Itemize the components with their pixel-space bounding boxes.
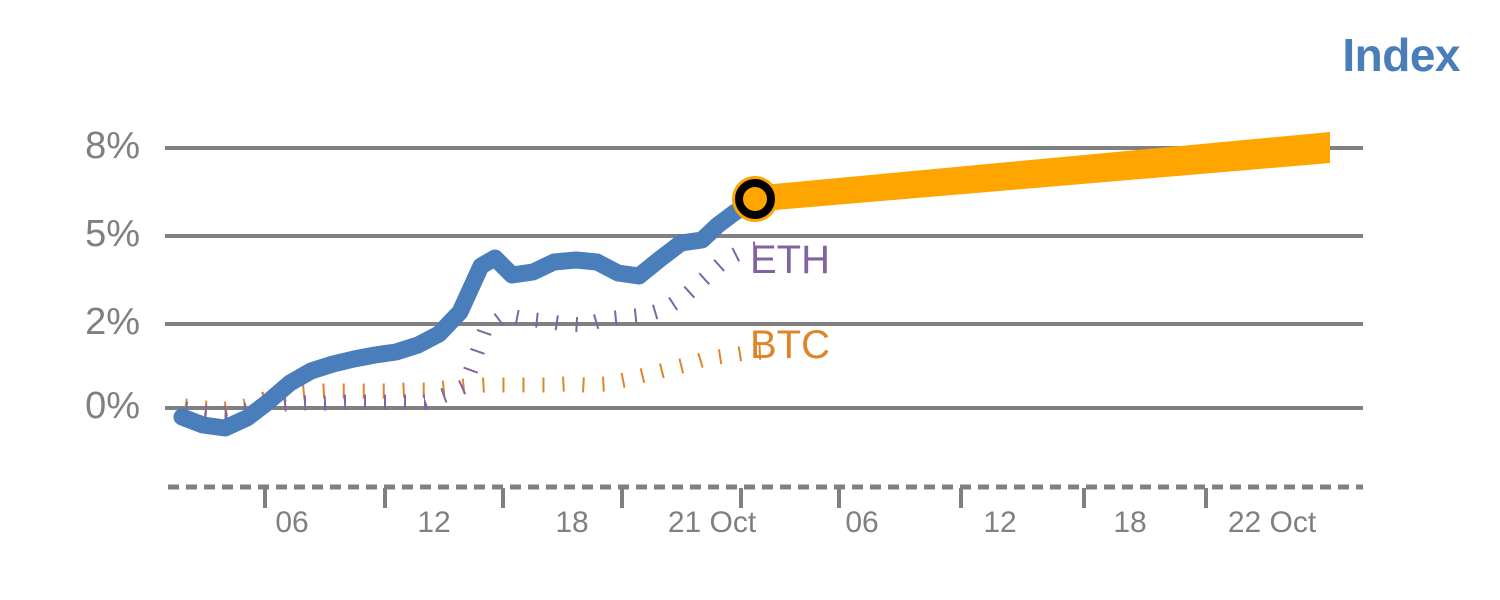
x-axis-label-21-oct: 21 Oct — [667, 506, 757, 539]
x-axis-label-06a: 06 — [275, 506, 309, 539]
y-axis-tick-5: 5% — [85, 213, 140, 255]
series-label-btc: BTC — [750, 323, 830, 367]
series-line-index — [173, 192, 764, 437]
y-axis-tick-2: 2% — [85, 301, 140, 343]
x-axis-label-18a: 18 — [555, 506, 589, 539]
series-label-eth: ETH — [750, 238, 830, 282]
y-axis-tick-8: 8% — [85, 125, 140, 167]
page-title: Index — [1342, 29, 1460, 81]
x-axis-label-18b: 18 — [1113, 506, 1147, 539]
x-axis-ticks — [263, 488, 1208, 508]
current-value-marker[interactable] — [732, 176, 778, 222]
y-axis-tick-0: 0% — [85, 385, 140, 427]
x-axis-label-12a: 12 — [417, 506, 451, 539]
forecast-cone — [752, 132, 1330, 212]
x-axis-label-12b: 12 — [983, 506, 1017, 539]
x-axis-label-22-oct: 22 Oct — [1227, 506, 1317, 539]
x-axis-label-06b: 06 — [845, 506, 879, 539]
